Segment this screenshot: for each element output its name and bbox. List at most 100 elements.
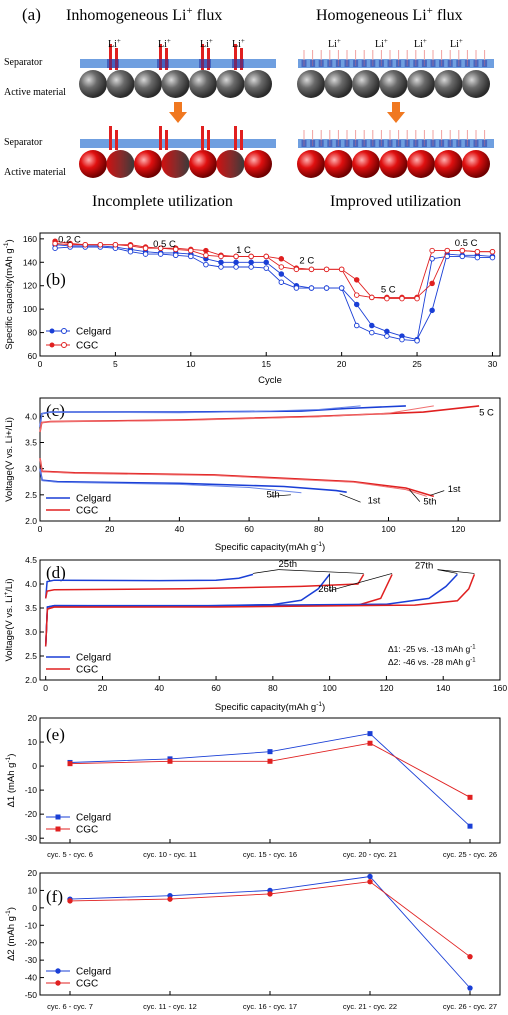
- li-ion-bar-left-bottom: [207, 130, 210, 150]
- chart-b-series-1-point: [142, 251, 149, 257]
- separator-pore-right-bottom: [439, 140, 445, 147]
- right-top-sphere: [407, 70, 435, 98]
- chart-b-series-3-point: [233, 253, 239, 260]
- chart-d-annotation: 26th: [318, 584, 337, 595]
- chart-b-series-0-point: [278, 271, 285, 277]
- process-arrow-shaft: [174, 102, 182, 112]
- right-top-sphere: [297, 70, 325, 98]
- chart-d-panel-label: (d): [46, 563, 66, 582]
- li-plus-sup: +: [241, 37, 245, 45]
- chart-b-xlabel: Cycle: [258, 375, 282, 386]
- chart-e-legend-marker: [55, 826, 61, 832]
- chart-b-series-1-line: [55, 246, 493, 342]
- chart-d-xlabel-part: Specific capacity(mAh g: [215, 702, 316, 713]
- chart-b-series-3-point: [157, 245, 164, 251]
- chart-b-series-1-point: [172, 252, 179, 259]
- right-top-sphere: [324, 70, 353, 98]
- li-ion-bar-left-bottom: [234, 126, 237, 150]
- chart-c-annotation: 5 C: [479, 407, 494, 418]
- separator-pore-right-bottom: [344, 140, 350, 147]
- chart-b-series-3-point: [263, 253, 269, 260]
- chart-f-ylabel-part: Δ2 (mAh g: [6, 916, 17, 961]
- chart-b-rate-label: 0.2 C: [58, 234, 81, 245]
- chart-b-series-3-point: [67, 241, 73, 248]
- li-plus-sup: +: [384, 37, 388, 45]
- chart-c-ytick-label: 3.5: [25, 437, 37, 447]
- chart-b-series-2-point: [353, 277, 360, 283]
- li-label-left: Li+: [158, 37, 171, 50]
- chart-f-series-1-point: [167, 896, 173, 902]
- right-top-sphere: [379, 70, 408, 98]
- separator-pore-right-bottom: [387, 140, 393, 147]
- chart-c-xtick-label: 20: [105, 524, 115, 534]
- chart-f-series-1-point: [367, 879, 373, 885]
- chart-b-series-1-point: [233, 264, 239, 270]
- panel-a-schematic: (a) Inhomogeneous Li+ flux Homogeneous L…: [4, 5, 494, 210]
- chart-d-curve: [44, 573, 254, 599]
- chart-e-series-1-point: [167, 758, 173, 764]
- chart-b-series-3-point: [248, 253, 254, 260]
- li-label-right: Li+: [414, 37, 427, 50]
- chart-b-series-0-line: [55, 244, 493, 341]
- chart-b-series-3-point: [112, 241, 119, 248]
- chart-e-ytick-label: -30: [25, 833, 38, 843]
- chart-c-xtick-label: 0: [38, 524, 43, 534]
- separator-pore-right-bottom: [473, 140, 479, 147]
- separator-pore-right: [430, 60, 436, 67]
- chart-d-legend-label: Celgard: [76, 653, 111, 664]
- left-bottom-sphere: [244, 150, 272, 178]
- chart-b-series-1-point: [384, 333, 390, 339]
- chart-e-ylabel-part: Δ1 (mAh g: [6, 763, 17, 808]
- right-bottom-sphere: [407, 150, 435, 178]
- chart-b-series-3-point: [203, 252, 209, 259]
- chart-b-xtick-label: 0: [38, 359, 43, 369]
- chart-c-panel-label: (c): [46, 401, 65, 420]
- chart-b-series-3-point: [474, 248, 481, 255]
- chart-e-ylabel-part: ): [6, 754, 17, 757]
- chart-c-curve: [39, 458, 427, 497]
- chart-b-series-3-line: [55, 243, 493, 300]
- chart-f-series-1-point: [467, 953, 473, 960]
- chart-f-ytick-label: -20: [25, 938, 38, 948]
- active-label-bottom: Active material: [4, 167, 66, 178]
- chart-b-xlabel-part: Cycle: [258, 375, 282, 386]
- chart-b-series-0-point: [218, 259, 224, 266]
- separator-pore-right-bottom: [447, 140, 453, 147]
- right-top-sphere: [352, 70, 380, 98]
- chart-c-curve: [39, 405, 434, 433]
- separator-pore-right-bottom: [335, 140, 341, 147]
- chart-b-ylabel: Specific capacity(mAh g-1): [3, 239, 15, 349]
- chart-e-ytick-label: -10: [25, 785, 38, 795]
- chart-e-series-0-point: [367, 731, 373, 737]
- chart-c-xtick-label: 60: [244, 524, 254, 534]
- chart-b-xtick-label: 15: [261, 359, 271, 369]
- chart-b-series-1-point: [429, 256, 435, 262]
- chart-f-legend-marker: [55, 968, 61, 974]
- separator-pore-right: [378, 60, 384, 67]
- right-top-sphere: [462, 70, 490, 98]
- chart-b-series-3-point: [429, 247, 435, 254]
- li-label-right: Li+: [450, 37, 463, 50]
- separator-pore-right: [404, 60, 410, 67]
- chart-b-series-1-point: [218, 264, 224, 270]
- chart-b-series-3-point: [82, 241, 88, 248]
- separator-pore-left: [107, 59, 119, 68]
- chart-c-xlabel-part: -1: [316, 541, 322, 548]
- chart-d-xtick-label: 80: [268, 683, 278, 693]
- li-ion-bar-left: [234, 44, 237, 70]
- right-bottom-sphere: [352, 150, 380, 178]
- chart-e-series-0-line: [69, 733, 471, 827]
- li-ion-bar-left: [109, 44, 112, 70]
- process-arrow-head: [387, 112, 405, 123]
- chart-f-ytick-label: -50: [25, 990, 38, 1000]
- chart-d-delta-text-sup: -1: [470, 658, 476, 664]
- chart-c-xtick-label: 100: [381, 524, 395, 534]
- chart-f-ytick-label: -40: [25, 973, 38, 983]
- chart-f-category-label: cyc. 11 - cyc. 12: [143, 1002, 197, 1011]
- chart-e-ytick-label: 0: [32, 761, 37, 771]
- chart-b-series-0-point: [384, 328, 390, 335]
- separator-pore-right: [361, 60, 367, 67]
- chart-c-ytick-label: 4.0: [25, 411, 37, 421]
- li-ion-bar-left-bottom: [109, 126, 112, 150]
